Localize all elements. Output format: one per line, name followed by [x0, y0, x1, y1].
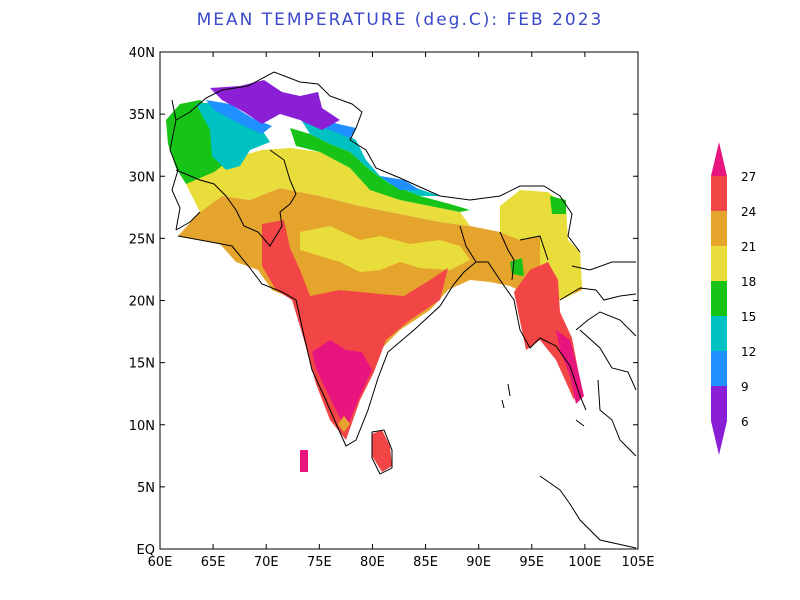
colorbar: 27 24 21 18 15 12 9 6 — [711, 142, 756, 455]
map-plot-area: 60E 65E 70E 75E 80E 85E 90E 95E 100E 105E EQ 5N 10N… — [129, 46, 655, 570]
region-24-27-srilanka — [372, 430, 392, 472]
region-above-27-maldives — [300, 450, 308, 472]
region-15-18 — [166, 100, 230, 184]
region-below-9 — [210, 80, 340, 130]
region-above-27 — [312, 340, 372, 430]
lon-tick-label: 95E — [519, 555, 544, 570]
lon-tick-label: 60E — [148, 555, 173, 570]
region-9-12-nepal — [380, 176, 420, 190]
lat-tick-label: 5N — [137, 481, 155, 496]
region-12-15-himalaya — [300, 118, 440, 196]
coastline-islands — [501, 383, 585, 427]
colorbar-label: 6 — [741, 415, 749, 429]
colorbar-segment — [711, 211, 727, 246]
border-afghanistan — [169, 99, 201, 231]
region-18-21-east — [500, 190, 582, 300]
colorbar-segment — [711, 316, 727, 351]
region-18-21-central — [300, 226, 470, 272]
coastline-southeast — [539, 311, 637, 549]
region-15-18-himalaya — [290, 128, 470, 212]
colorbar-below-triangle — [711, 421, 727, 455]
lon-tick-label: 75E — [307, 555, 332, 570]
border-myanmar — [559, 261, 637, 301]
region-15-18-east — [550, 196, 566, 214]
lat-tick-label: 30N — [129, 170, 155, 185]
region-24-27-myanmar — [514, 262, 580, 400]
colorbar-segment — [711, 386, 727, 421]
lat-axis: EQ 5N 10N 15N 20N 25N 30N 35N 40N — [129, 46, 638, 558]
lat-tick-label: 35N — [129, 108, 155, 123]
lat-tick-label: 25N — [129, 232, 155, 247]
border-pakistan — [175, 149, 297, 247]
lon-tick-label: 70E — [254, 555, 279, 570]
colorbar-segment — [711, 246, 727, 281]
colorbar-label: 15 — [741, 310, 756, 324]
lon-tick-label: 80E — [360, 555, 385, 570]
colorbar-above-triangle — [711, 142, 727, 176]
colorbar-label: 21 — [741, 240, 756, 254]
region-21-24-kerala-spot — [338, 416, 350, 432]
lat-tick-label: 15N — [129, 357, 155, 372]
lat-tick-label: EQ — [137, 543, 155, 558]
lon-axis: 60E 65E 70E 75E 80E 85E 90E 95E 100E 105E — [148, 52, 655, 570]
colorbar-label: 9 — [741, 380, 749, 394]
colorbar-label: 18 — [741, 275, 756, 289]
region-24-27 — [262, 220, 448, 440]
lon-tick-label: 90E — [466, 555, 491, 570]
region-9-12 — [206, 100, 272, 134]
temperature-fill-layer — [166, 80, 584, 472]
colorbar-label: 27 — [741, 170, 756, 184]
coastline-srilanka — [371, 429, 393, 475]
lon-tick-label: 65E — [201, 555, 226, 570]
lat-tick-label: 10N — [129, 419, 155, 434]
region-18-21 — [186, 148, 470, 226]
colorbar-label: 12 — [741, 345, 756, 359]
coastline-india — [177, 235, 587, 447]
lon-tick-label: 85E — [413, 555, 438, 570]
colorbar-segment — [711, 281, 727, 316]
lon-tick-label: 105E — [621, 555, 654, 570]
lat-tick-label: 40N — [129, 46, 155, 61]
lat-tick-label: 20N — [129, 295, 155, 310]
region-12-15 — [196, 102, 270, 170]
colorbar-segment — [711, 351, 727, 386]
map-title: MEAN TEMPERATURE (deg.C): FEB 2023 — [196, 10, 604, 30]
border-north — [175, 71, 581, 253]
colorbar-segment — [711, 176, 727, 211]
border-bangladesh — [459, 225, 549, 281]
colorbar-label: 24 — [741, 205, 756, 219]
lon-tick-label: 100E — [568, 555, 601, 570]
boundaries-layer — [169, 71, 637, 549]
